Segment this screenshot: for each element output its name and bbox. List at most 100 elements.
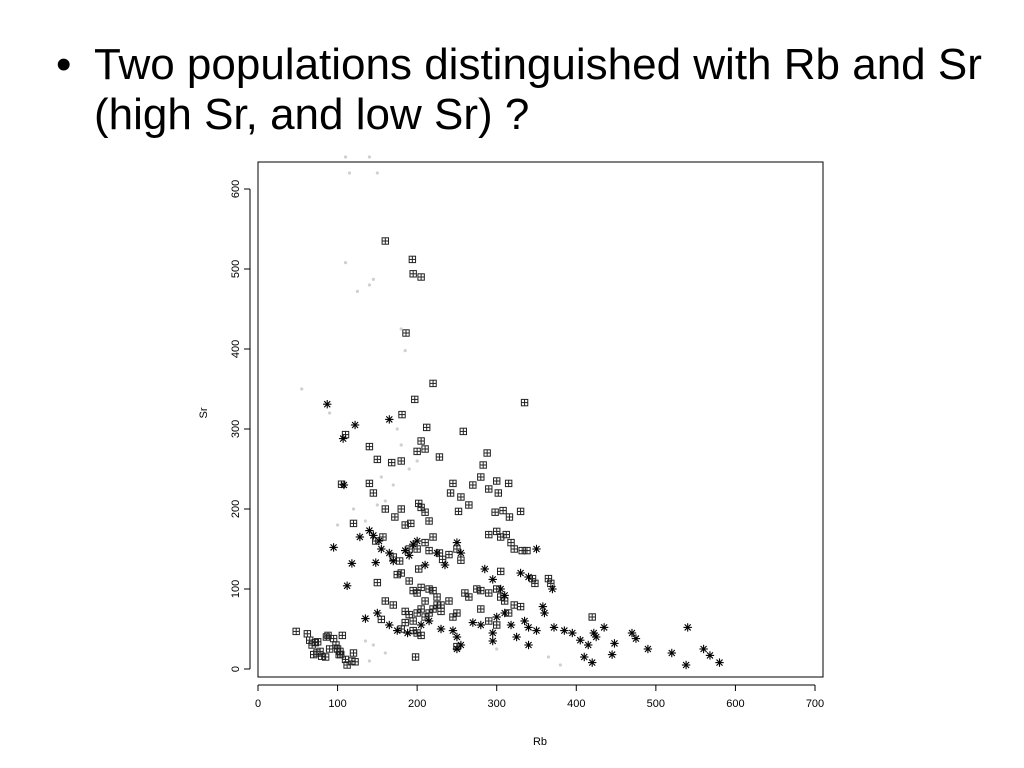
dot-point <box>300 387 304 391</box>
boxed-plus-point <box>313 638 322 646</box>
star-d2-mark <box>513 633 521 641</box>
boxed-plus-point <box>510 545 518 553</box>
dot-point <box>495 647 499 651</box>
boxed-plus-point <box>321 653 330 661</box>
boxed-plus-point <box>449 479 457 488</box>
star-d2-mark <box>489 629 497 637</box>
boxed-plus-point <box>343 661 351 669</box>
x-axis: 0 100 200 300 400 500 600 700 <box>255 684 824 710</box>
star-d2-mark <box>533 545 540 553</box>
boxed-plus-point <box>373 455 382 464</box>
dot-point <box>375 171 379 175</box>
boxed-plus-point <box>479 461 487 469</box>
dot-mark <box>355 289 360 293</box>
star-d2-mark <box>580 653 588 661</box>
asterisk-point <box>424 616 434 626</box>
asterisk-point <box>350 420 360 430</box>
asterisk-point <box>643 644 653 654</box>
boxed-plus-point <box>417 583 425 592</box>
x-axis-label: Rb <box>533 736 547 748</box>
dot-mark <box>343 155 348 159</box>
y-tick-label: 300 <box>230 420 242 438</box>
x-tick-label: 300 <box>488 698 506 710</box>
asterisk-point <box>607 650 617 659</box>
asterisk-point <box>385 548 394 558</box>
boxed-plus-point <box>417 437 425 445</box>
boxed-plus-point <box>499 506 507 515</box>
boxed-plus-point <box>505 513 514 521</box>
x-tick-label: 200 <box>408 698 426 710</box>
boxed-plus-point <box>397 569 405 577</box>
asterisk-point <box>339 480 349 490</box>
dot-point <box>546 655 551 659</box>
star-d2-mark <box>682 661 690 669</box>
boxed-plus-point <box>493 477 501 485</box>
asterisk-point <box>683 623 692 632</box>
boxed-plus-point <box>449 613 457 621</box>
asterisk-point <box>488 628 497 638</box>
boxed-plus-point <box>504 479 513 488</box>
star-d2-mark <box>453 645 461 653</box>
boxed-plus-point <box>415 565 423 573</box>
dot-point <box>395 427 399 431</box>
boxed-plus-point <box>429 533 437 541</box>
boxed-plus-point <box>485 485 493 493</box>
boxed-plus-point <box>349 649 358 657</box>
boxed-plus-point <box>425 585 433 593</box>
asterisk-point <box>549 623 559 632</box>
boxed-plus-point <box>493 621 501 629</box>
star-d2-mark <box>385 621 393 629</box>
star-d2-mark <box>362 615 369 623</box>
asterisk-point <box>610 639 619 648</box>
y-axis: 0 100 200 300 400 500 600 <box>230 180 251 672</box>
star-d2-mark <box>632 635 640 643</box>
asterisk-point <box>452 632 462 642</box>
dot-mark <box>371 277 375 281</box>
star-d2-mark <box>377 545 385 553</box>
dot-mark <box>546 655 551 659</box>
points-layer <box>292 155 724 670</box>
star-d2-mark <box>385 549 393 557</box>
asterisk-point <box>516 568 525 578</box>
bullet-symbol: • <box>56 40 72 89</box>
asterisk-point <box>403 628 412 638</box>
boxed-plus-point <box>454 507 463 516</box>
asterisk-point <box>627 628 637 638</box>
star-d2-mark <box>356 533 364 541</box>
boxed-plus-point <box>485 530 493 539</box>
star-d2-mark <box>389 557 397 565</box>
dot-mark <box>367 659 371 663</box>
asterisk-point <box>591 632 601 642</box>
dot-point <box>363 519 368 523</box>
asterisk-point <box>568 628 577 638</box>
boxed-plus-point <box>422 423 431 432</box>
x-tick-label: 600 <box>726 698 744 710</box>
boxed-plus-point <box>381 505 390 513</box>
bullet-item: • Two populations distinguished with Rb … <box>56 40 996 140</box>
star-d2-mark <box>417 621 425 629</box>
asterisk-point <box>532 544 541 554</box>
asterisk-point <box>520 616 529 626</box>
star-d2-mark <box>469 619 477 627</box>
dot-point <box>328 411 332 415</box>
boxed-plus-point <box>303 630 312 638</box>
star-d2-mark <box>501 591 509 599</box>
dot-mark <box>371 643 375 647</box>
asterisk-point <box>355 532 365 542</box>
boxed-plus-point <box>429 586 437 595</box>
dot-point <box>351 507 356 511</box>
boxed-plus-point <box>473 585 481 593</box>
dot-mark <box>379 475 383 479</box>
star-d2-mark <box>576 636 584 644</box>
asterisk-point <box>432 548 442 558</box>
star-d2-mark <box>592 633 600 641</box>
x-tick-label: 100 <box>328 698 346 710</box>
dot-point <box>558 663 562 667</box>
dot-point <box>355 289 360 293</box>
boxed-plus-point <box>417 273 425 281</box>
asterisk-point <box>705 651 715 660</box>
star-d2-mark <box>600 623 608 631</box>
asterisk-point <box>512 632 521 642</box>
dot-mark <box>403 349 407 353</box>
asterisk-point <box>420 560 430 570</box>
